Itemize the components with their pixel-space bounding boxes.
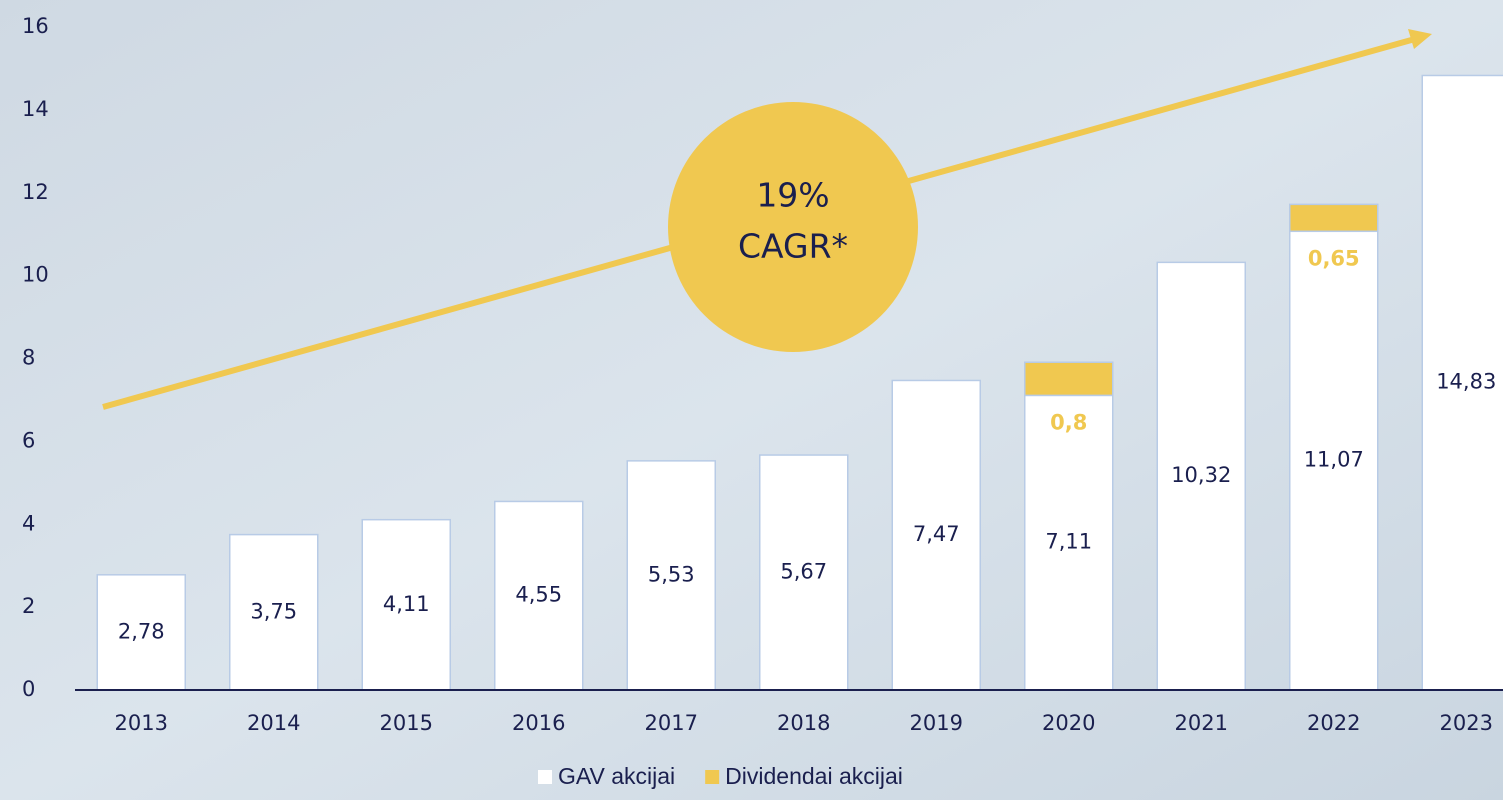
y-tick-label: 12	[22, 180, 49, 204]
bar-segment	[891, 379, 981, 691]
plot-area: 0 2 4 6 8 10 12 14 16 2013 2,78 2014 3,75 2015 4,11 201…	[22, 14, 1503, 735]
value-label: 3,75	[250, 599, 297, 623]
y-tick-label: 16	[22, 14, 49, 38]
value-label: 0,8	[1050, 410, 1087, 434]
value-label: 7,11	[1045, 530, 1092, 554]
x-tick-label: 2019	[910, 711, 963, 735]
cagr-badge	[668, 102, 918, 352]
bar-segment	[1289, 203, 1379, 233]
legend-swatch	[538, 770, 552, 784]
y-tick-label: 14	[22, 97, 49, 121]
value-label: 2,78	[118, 619, 165, 643]
y-tick-label: 0	[22, 677, 35, 701]
x-tick-label: 2017	[645, 711, 698, 735]
cagr-label: CAGR*	[738, 227, 848, 266]
cagr-value: 19%	[756, 176, 829, 215]
legend-label: Dividendai akcijai	[725, 763, 903, 789]
value-label: 5,67	[780, 560, 827, 584]
value-label: 4,55	[515, 583, 562, 607]
value-label: 14,83	[1436, 370, 1496, 394]
y-tick-label: 2	[22, 594, 35, 618]
x-tick-label: 2021	[1175, 711, 1228, 735]
legend: GAV akcijai Dividendai akcijai	[538, 763, 903, 789]
x-tick-label: 2018	[777, 711, 830, 735]
bar-segment	[1024, 361, 1114, 397]
value-label: 7,47	[913, 522, 960, 546]
bar-segment	[626, 460, 716, 691]
legend-swatch	[705, 770, 720, 784]
y-tick-label: 6	[22, 428, 35, 452]
bar-segment	[1421, 74, 1503, 691]
x-tick-label: 2013	[115, 711, 168, 735]
bar-segment	[361, 518, 451, 691]
bar-segment	[759, 454, 849, 691]
value-label: 10,32	[1171, 463, 1231, 487]
x-tick-label: 2016	[512, 711, 565, 735]
x-tick-label: 2020	[1042, 711, 1095, 735]
bar-segment	[1289, 230, 1379, 691]
value-label: 4,11	[383, 592, 430, 616]
x-tick-label: 2022	[1307, 711, 1360, 735]
y-tick-label: 8	[22, 346, 35, 370]
x-tick-label: 2015	[380, 711, 433, 735]
bar-segment	[1156, 261, 1246, 691]
x-tick-label: 2023	[1440, 711, 1493, 735]
bar-segment	[494, 500, 584, 691]
y-tick-label: 10	[22, 263, 49, 287]
x-tick-label: 2014	[247, 711, 300, 735]
y-tick-label: 4	[22, 511, 35, 535]
value-label: 5,53	[648, 562, 695, 586]
value-label: 0,65	[1308, 246, 1360, 270]
value-label: 11,07	[1304, 448, 1364, 472]
legend-label: GAV akcijai	[558, 763, 675, 789]
